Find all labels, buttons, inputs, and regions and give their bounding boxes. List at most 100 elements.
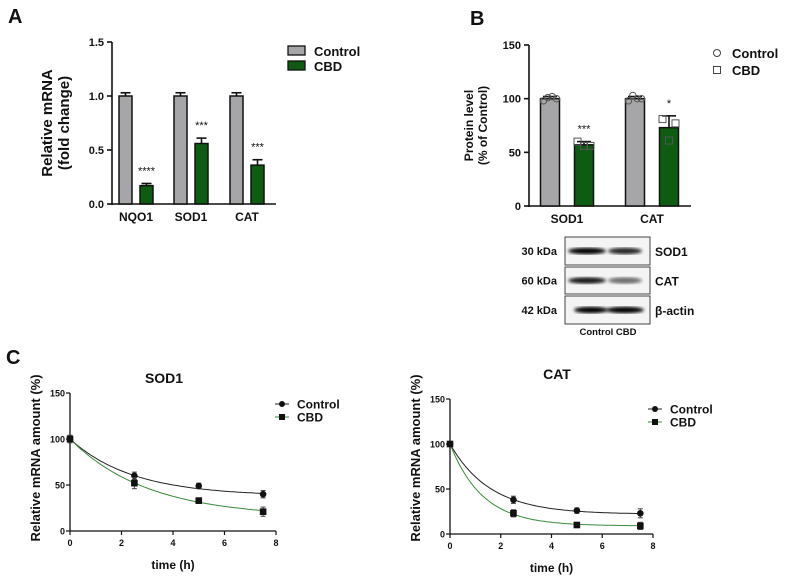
data-point-control — [259, 490, 267, 498]
bar-control — [229, 95, 244, 205]
legend-circle-icon — [713, 49, 721, 57]
data-point-circle — [552, 94, 561, 103]
bar-cbd — [250, 164, 265, 205]
fit-curve-control — [69, 438, 264, 494]
legend-square-icon — [652, 419, 658, 425]
y-tick-label: 50 — [435, 485, 445, 495]
blot-protein-label: SOD1 — [655, 245, 688, 259]
legend-label: Control — [314, 44, 360, 59]
data-point-cbd — [195, 497, 203, 504]
blot-protein-label: CAT — [655, 275, 679, 289]
data-point-square — [573, 137, 582, 146]
bar-cbd — [573, 144, 595, 207]
blot-marker-label: 30 kDa — [522, 246, 558, 258]
legend-swatch-cbd — [287, 60, 306, 71]
blot-band — [608, 277, 642, 284]
blot-protein-label: β-actin — [655, 304, 694, 318]
legend-label: CBD — [732, 63, 760, 78]
y-axis-label: Protein level — [462, 90, 476, 161]
data-point-circle — [624, 97, 633, 105]
data-point-square — [586, 141, 595, 150]
bar-cbd — [139, 184, 154, 205]
legend-label: Control — [732, 46, 778, 61]
y-tick-label: 50 — [55, 481, 65, 491]
significance-marker: *** — [251, 142, 265, 154]
x-tick-label: 6 — [600, 541, 605, 551]
x-axis-label: time (h) — [530, 561, 573, 575]
blot-marker-label: 60 kDa — [522, 276, 558, 288]
data-point-square — [665, 136, 673, 145]
blot-band — [608, 247, 642, 255]
x-tick-label: 2 — [498, 541, 503, 551]
x-tick-label: 8 — [650, 541, 655, 551]
significance-marker: **** — [138, 165, 156, 177]
x-axis-label: time (h) — [151, 558, 194, 572]
bar-control — [173, 95, 188, 205]
blot-band — [568, 277, 606, 284]
data-point-cbd — [446, 440, 454, 448]
y-tick-label: 100 — [503, 94, 521, 106]
data-point-cbd — [66, 435, 74, 443]
blot-band — [606, 306, 644, 314]
y-tick-label: 1.0 — [89, 91, 104, 103]
data-point-circle — [544, 93, 552, 102]
significance-marker: * — [667, 98, 672, 110]
data-point-circle — [633, 94, 641, 103]
data-point-control — [637, 510, 644, 517]
legend-square-icon — [279, 414, 285, 420]
y-axis-label: (fold change) — [56, 76, 73, 170]
panel-label-c: C — [6, 347, 20, 369]
legend-circle-icon — [652, 406, 658, 412]
data-point-square — [671, 119, 680, 128]
y-tick-label: 100 — [50, 435, 65, 445]
legend-label: Control — [670, 403, 713, 417]
y-tick-label: 150 — [430, 395, 445, 405]
bar-cbd — [194, 142, 209, 205]
x-tick-label: 4 — [549, 541, 554, 551]
x-tick-label: 0 — [67, 538, 72, 548]
y-tick-label: 1.5 — [89, 37, 104, 49]
significance-marker: *** — [578, 124, 592, 136]
chart-title: SOD1 — [145, 370, 183, 386]
bar-cbd — [658, 126, 680, 207]
blot-lane-labels: Control CBD — [580, 327, 637, 338]
legend-label: Control — [297, 398, 340, 412]
y-axis-label: Relative mRNA amount (%) — [408, 374, 423, 541]
x-tick-label: CAT — [235, 210, 259, 224]
x-tick-label: SOD1 — [175, 210, 208, 224]
y-tick-label: 0 — [440, 530, 445, 540]
data-point-circle — [548, 92, 556, 101]
data-point-cbd — [131, 479, 138, 487]
y-tick-label: 0.5 — [89, 145, 104, 157]
data-point-circle — [629, 91, 637, 100]
data-point-cbd — [637, 522, 644, 530]
legend-swatch-control — [287, 45, 306, 56]
y-tick-label: 100 — [430, 440, 445, 450]
x-tick-label: 4 — [170, 538, 175, 548]
legend-circle-icon — [279, 401, 285, 407]
blot-marker-label: 42 kDa — [522, 305, 558, 317]
x-tick-label: SOD1 — [551, 212, 584, 226]
y-axis-label: (% of Control) — [476, 86, 490, 165]
bar-control — [624, 97, 646, 207]
bar-control — [118, 95, 133, 205]
y-tick-label: 150 — [50, 389, 65, 399]
y-tick-label: 0.0 — [89, 199, 104, 211]
data-point-cbd — [573, 521, 581, 529]
bar-control — [539, 97, 561, 207]
fit-curve-control — [449, 443, 641, 515]
chart-title: CAT — [543, 366, 571, 382]
legend-square-icon — [713, 66, 721, 74]
legend-label: CBD — [670, 416, 696, 430]
legend-label: CBD — [314, 59, 342, 74]
data-point-cbd — [510, 510, 517, 517]
data-point-control — [510, 496, 517, 504]
data-point-square — [658, 115, 667, 124]
data-point-circle — [637, 94, 646, 103]
significance-marker: *** — [195, 120, 209, 132]
fit-curve-cbd — [449, 443, 641, 527]
x-tick-label: 6 — [222, 538, 227, 548]
y-axis-label: Relative mRNA — [39, 69, 56, 177]
x-tick-label: CAT — [640, 212, 664, 226]
data-point-control — [195, 482, 203, 490]
